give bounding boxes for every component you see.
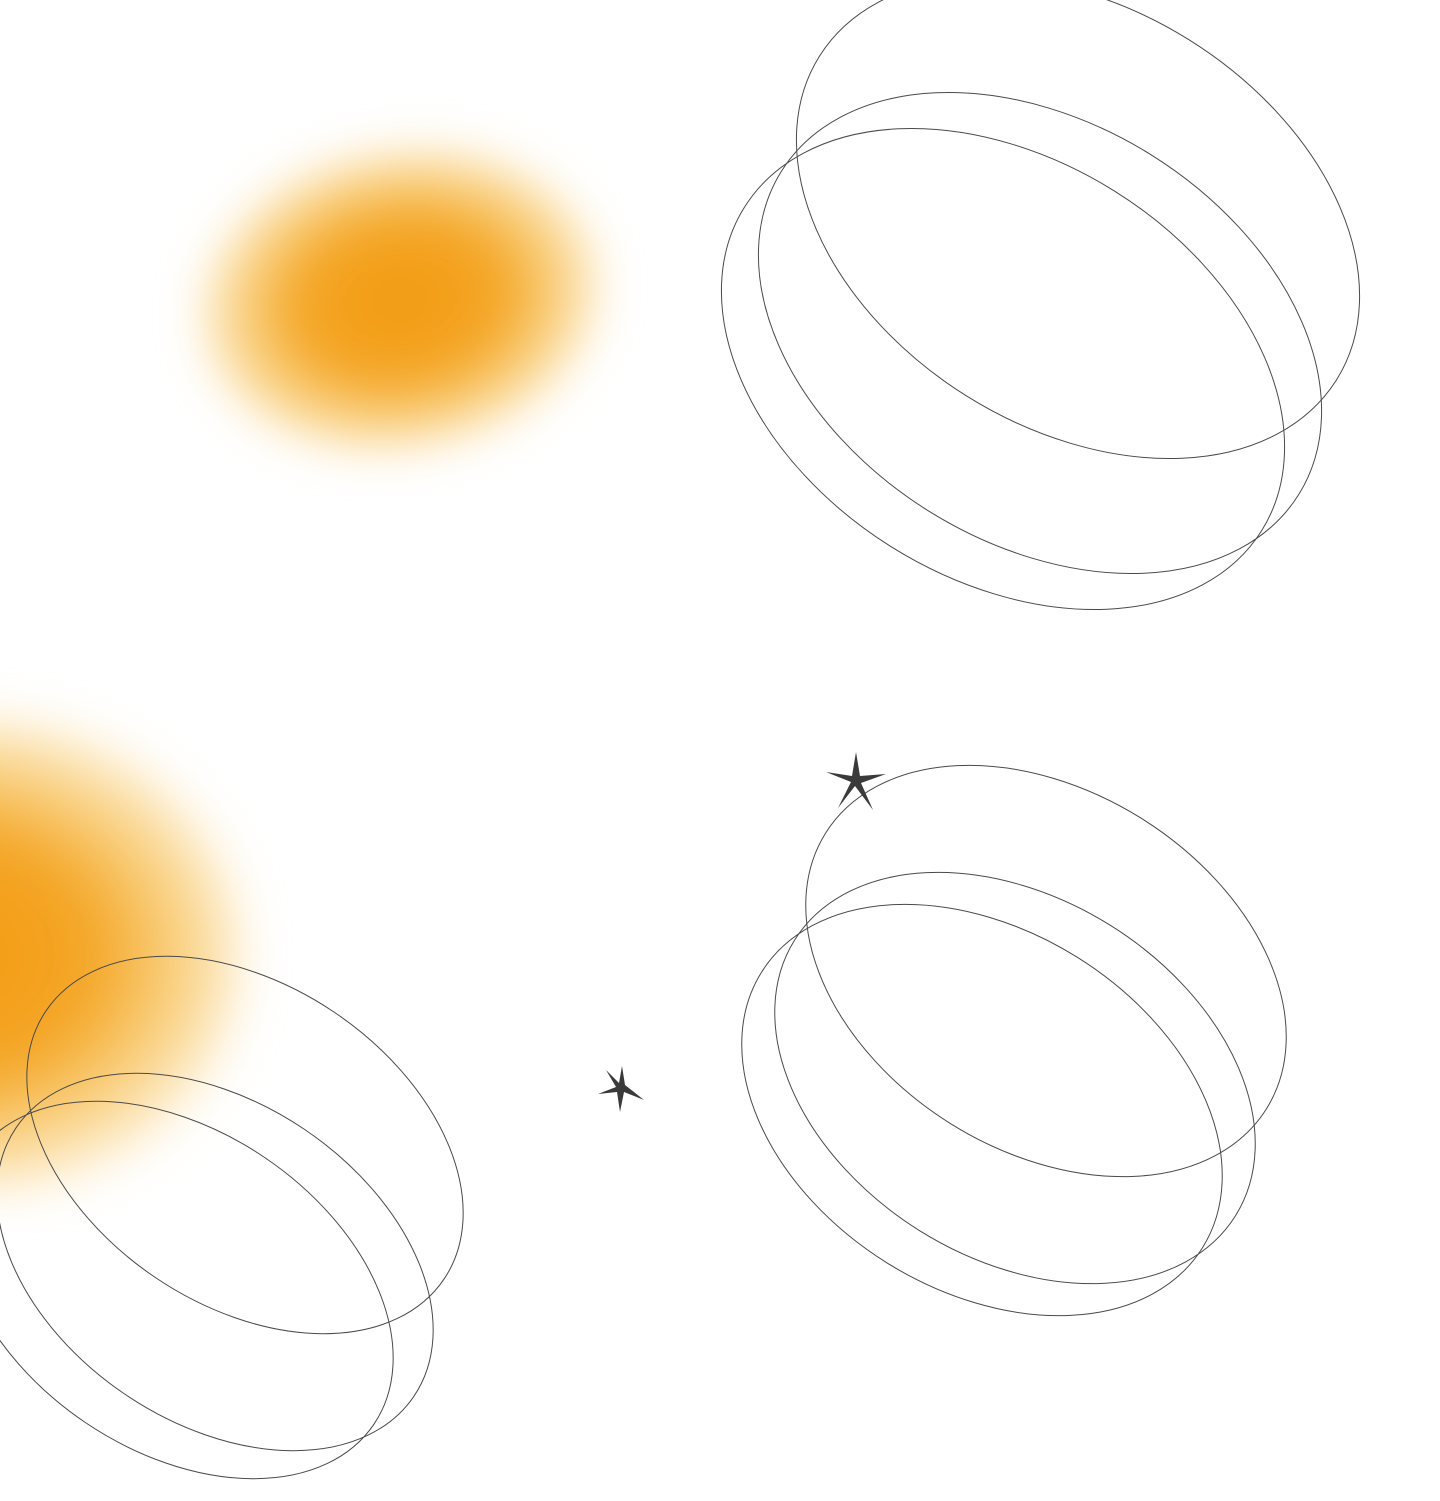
ring-ellipse <box>805 764 1287 1178</box>
ring-ellipse <box>0 1072 434 1452</box>
ring-ellipse <box>720 128 1286 610</box>
sparkle-star-icon <box>826 752 886 810</box>
ring-ellipse <box>757 92 1323 574</box>
ring-ellipse <box>795 0 1361 459</box>
ring-ellipse <box>741 903 1223 1317</box>
sparkle-star-icon <box>598 1066 644 1112</box>
ring-group-top-right <box>720 0 1361 610</box>
ring-ellipse <box>0 1100 394 1480</box>
ring-ellipse <box>774 871 1256 1285</box>
ring-ellipse <box>26 955 464 1335</box>
ring-group-bottom-left <box>0 955 464 1480</box>
ring-group-middle-right <box>741 764 1287 1317</box>
